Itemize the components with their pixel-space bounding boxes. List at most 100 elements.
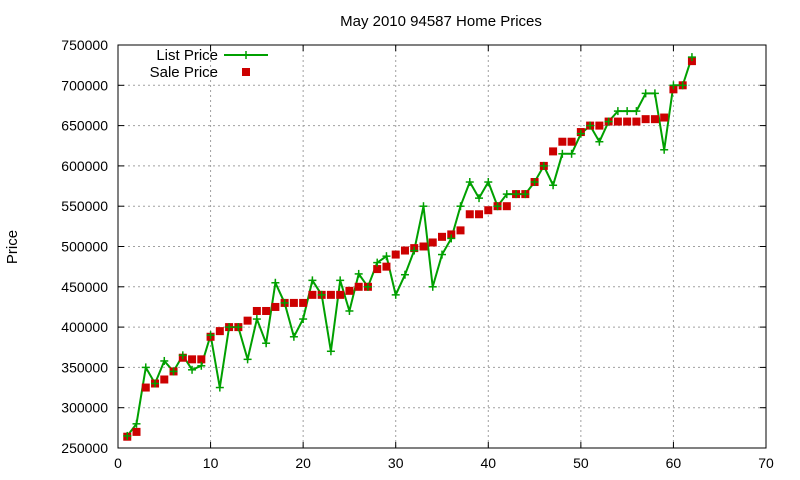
sale-price-marker (252, 306, 261, 315)
list-price-marker (595, 137, 604, 146)
y-tick-label: 350000 (61, 359, 108, 375)
sale-price-marker (373, 265, 382, 274)
list-price-marker (539, 161, 548, 170)
list-price-marker (262, 339, 271, 348)
list-price-marker (308, 276, 317, 285)
series-layer (123, 53, 696, 441)
x-tick-label: 30 (388, 455, 404, 471)
y-tick-label: 700000 (61, 77, 108, 93)
sale-price-marker (308, 290, 317, 299)
list-price-marker (493, 202, 502, 211)
list-price-marker (271, 278, 280, 287)
list-price-marker (660, 145, 669, 154)
sale-price-marker (419, 242, 428, 251)
y-tick-label: 550000 (61, 198, 108, 214)
list-price-marker (650, 89, 659, 98)
sale-price-marker (650, 115, 659, 124)
list-price-marker (280, 298, 289, 307)
sale-price-marker (567, 137, 576, 146)
list-price-marker (243, 355, 252, 364)
y-tick-label: 300000 (61, 400, 108, 416)
sale-price-marker (558, 137, 567, 146)
x-tick-label: 70 (758, 455, 774, 471)
y-tick-label: 600000 (61, 158, 108, 174)
list-price-marker (299, 315, 308, 324)
y-tick-label: 450000 (61, 279, 108, 295)
sale-price-marker (456, 226, 465, 235)
list-price-marker (613, 107, 622, 116)
list-price-marker (363, 282, 372, 291)
y-tick-label: 650000 (61, 118, 108, 134)
sale-price-marker (391, 250, 400, 259)
list-price-marker (475, 194, 484, 203)
list-price-marker (188, 365, 197, 374)
list-price-marker (160, 356, 169, 365)
ticks-layer: 0 10 20 30 40 50 60 70 250000 300000 350000 400000 4… (61, 37, 774, 471)
sale-price-marker (299, 298, 308, 307)
list-price-marker (604, 117, 613, 126)
sale-price-marker (271, 302, 280, 311)
list-price-marker (234, 323, 243, 332)
list-price-marker (382, 252, 391, 261)
sale-price-marker (400, 246, 409, 255)
x-tick-label: 10 (203, 455, 219, 471)
list-price-marker (465, 178, 474, 187)
list-price-marker (428, 282, 437, 291)
x-tick-label: 50 (573, 455, 589, 471)
legend-label-list-price: List Price (156, 47, 218, 64)
sale-price-marker (660, 113, 669, 122)
sale-price-marker (354, 282, 363, 291)
sale-price-marker (475, 210, 484, 219)
y-tick-label: 400000 (61, 319, 108, 335)
list-price-marker (447, 234, 456, 243)
sale-price-marker (141, 383, 150, 392)
list-price-marker (391, 290, 400, 299)
legend-label-sale-price: Sale Price (150, 64, 218, 81)
y-tick-label: 750000 (61, 37, 108, 53)
plot-border (117, 44, 767, 449)
sale-price-marker (197, 355, 206, 364)
list-price-marker (336, 276, 345, 285)
list-price-marker (502, 190, 511, 199)
sale-price-marker (382, 262, 391, 271)
sale-price-marker (289, 298, 298, 307)
list-price-marker (151, 379, 160, 388)
list-price-marker (586, 121, 595, 130)
sale-price-marker (262, 306, 271, 315)
sale-price-marker (336, 290, 345, 299)
sale-price-marker (549, 147, 558, 156)
list-price-marker (400, 270, 409, 279)
x-tick-label: 0 (114, 455, 122, 471)
list-price-marker (521, 190, 530, 199)
list-price-marker (641, 89, 650, 98)
list-price-marker (123, 431, 132, 440)
x-tick-label: 60 (666, 455, 682, 471)
list-price-marker (549, 181, 558, 190)
list-price-marker (169, 367, 178, 376)
sale-price-marker (447, 230, 456, 239)
sale-price-marker (632, 117, 641, 126)
sale-price-marker (160, 375, 169, 384)
list-price-marker (289, 332, 298, 341)
list-price-line (126, 56, 693, 437)
x-tick-label: 20 (295, 455, 311, 471)
sale-price-marker (132, 427, 141, 436)
list-price-marker (530, 178, 539, 187)
sale-price-marker (687, 57, 696, 66)
list-price-marker (632, 107, 641, 116)
list-price-marker (558, 149, 567, 158)
list-price-marker (373, 258, 382, 267)
sale-price-marker (465, 210, 474, 219)
sale-price-marker (438, 232, 446, 241)
sale-price-marker (428, 238, 437, 247)
sale-price-marker (669, 85, 678, 94)
list-price-marker (410, 246, 419, 255)
y-axis-label: Price (4, 230, 21, 264)
sale-price-marker (326, 290, 335, 299)
sale-price-marker (484, 206, 493, 215)
list-price-marker (215, 383, 224, 392)
list-price-marker (354, 269, 363, 278)
list-price-marker (623, 107, 632, 116)
